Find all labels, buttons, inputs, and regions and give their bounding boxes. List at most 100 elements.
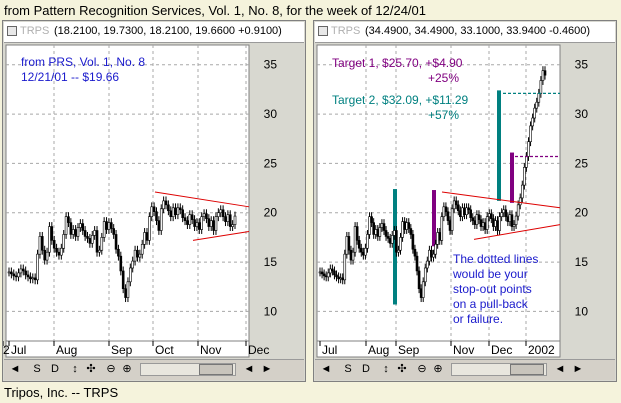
candle	[413, 248, 417, 257]
candle	[438, 232, 442, 241]
candle	[233, 215, 237, 225]
y-tick-label: 15	[264, 255, 278, 269]
zoom-in-button[interactable]: ⊕	[433, 363, 443, 375]
move-button[interactable]: ✣	[86, 363, 96, 375]
candle	[457, 204, 460, 212]
candle	[150, 206, 154, 217]
candle	[479, 219, 483, 227]
candle	[95, 230, 99, 253]
candle	[409, 228, 413, 235]
candle	[93, 230, 96, 236]
zoom-in-button[interactable]: ⊕	[122, 363, 132, 375]
horizontal-scrollbar[interactable]	[140, 363, 236, 376]
candle	[333, 270, 336, 276]
candle	[83, 230, 87, 237]
candle	[366, 234, 369, 249]
x-tick-label: Nov	[453, 343, 474, 357]
candle	[364, 247, 367, 256]
candle	[117, 248, 120, 257]
zoom-out-button[interactable]: ⊖	[106, 363, 116, 375]
candle	[181, 209, 184, 218]
candle	[421, 281, 425, 298]
candle	[162, 200, 165, 210]
candle	[481, 222, 485, 227]
x-tick-label: Aug	[56, 343, 77, 357]
candle	[473, 220, 477, 225]
candle	[60, 247, 63, 256]
candle	[48, 226, 51, 253]
candle	[131, 260, 135, 269]
candle	[347, 236, 351, 251]
candle	[525, 156, 528, 168]
candle	[21, 268, 25, 272]
candle	[219, 209, 223, 214]
candle	[506, 216, 510, 222]
candle	[55, 247, 58, 253]
target2-breakout-bar	[497, 90, 501, 201]
candle	[349, 249, 353, 261]
scale-button[interactable]: ↕	[383, 363, 389, 375]
zoom-out-button[interactable]: ⊖	[417, 363, 427, 375]
candle	[155, 211, 158, 221]
candle	[471, 217, 475, 221]
window-resize-icon[interactable]	[318, 26, 328, 36]
page-left-button[interactable]: ◄	[243, 363, 255, 375]
scale-button[interactable]: ↕	[72, 363, 78, 375]
candle	[136, 249, 139, 258]
y-tick-label: 30	[264, 107, 278, 121]
move-button[interactable]: ✣	[397, 363, 407, 375]
candle	[67, 216, 70, 223]
candle	[434, 244, 437, 255]
candle	[492, 218, 495, 227]
left-price-chart: 10 15 20 25 30 35 Jul Aug Sep Oct Nov Dec 2 from PRS,…	[3, 44, 278, 358]
candle	[143, 232, 146, 245]
candle	[164, 200, 168, 206]
candle	[224, 216, 227, 222]
candle	[514, 215, 518, 225]
candle	[19, 268, 23, 274]
candle	[469, 209, 472, 218]
stop-out-note: stop-out points	[453, 282, 532, 296]
candle	[465, 207, 468, 216]
target2-percent: +57%	[428, 108, 459, 122]
candle	[14, 275, 18, 278]
candle	[362, 251, 365, 256]
candle	[119, 255, 123, 272]
scroll-left-button[interactable]: ◄	[9, 363, 21, 375]
target2-label: Target 2, $32.09, +$11.29	[332, 93, 469, 107]
horizontal-scrollbar[interactable]	[451, 363, 547, 376]
candle	[45, 251, 49, 261]
candle	[57, 251, 61, 256]
candle	[541, 70, 545, 81]
style-d-button[interactable]: D	[51, 363, 59, 375]
y-tick-label: 35	[264, 58, 278, 72]
candle	[399, 237, 402, 251]
y-tick-label: 10	[575, 304, 589, 318]
candle	[487, 213, 491, 217]
page-right-button[interactable]: ►	[261, 363, 273, 375]
candle	[157, 220, 161, 231]
candle	[105, 221, 108, 230]
scrollbar-thumb[interactable]	[510, 364, 544, 375]
candle	[190, 214, 194, 220]
left-chart-window: TRPS (18.2100, 19.7300, 18.2100, 19.6600…	[2, 20, 306, 382]
style-s-button[interactable]: S	[344, 363, 352, 375]
candle	[372, 222, 375, 235]
candle	[467, 207, 470, 211]
candle	[79, 223, 82, 228]
scrollbar-thumb[interactable]	[199, 364, 233, 375]
window-resize-icon[interactable]	[7, 26, 17, 36]
candle	[98, 249, 101, 253]
candle	[390, 235, 394, 244]
page-left-button[interactable]: ◄	[554, 363, 566, 375]
page-right-button[interactable]: ►	[572, 363, 584, 375]
candle	[459, 210, 462, 217]
candle	[454, 200, 458, 206]
candle	[353, 226, 357, 253]
style-s-button[interactable]: S	[33, 363, 41, 375]
candle	[52, 240, 56, 249]
annotation-text: 12/21/01 -- $19.66	[21, 70, 119, 84]
scroll-left-button[interactable]: ◄	[320, 363, 332, 375]
target1-measurement-bar	[432, 190, 436, 247]
style-d-button[interactable]: D	[362, 363, 370, 375]
